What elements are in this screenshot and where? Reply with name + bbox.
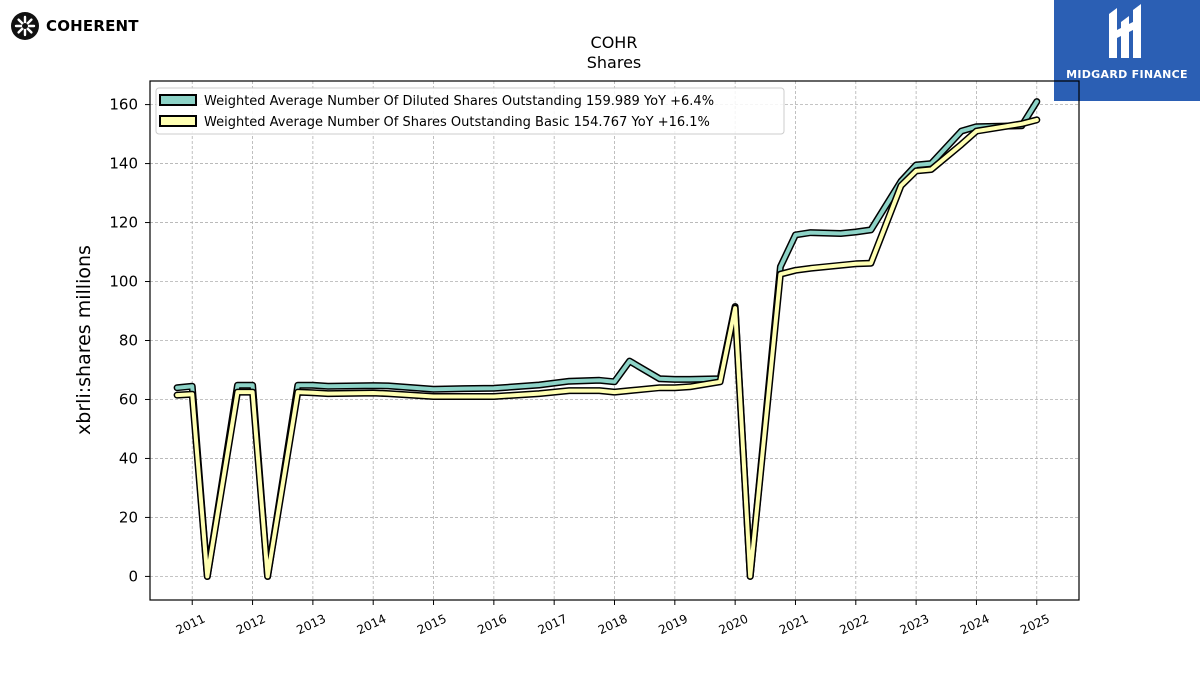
x-tick-label: 2017	[536, 612, 570, 638]
series-2-outline	[173, 116, 1041, 580]
legend-box	[155, 87, 785, 135]
x-tick-label: 2015	[415, 612, 449, 638]
x-tick-label: 2021	[777, 612, 811, 638]
grid-lines	[150, 81, 1079, 600]
y-tick-label: 20	[119, 508, 138, 526]
y-axis-label: xbrli:shares millions	[73, 245, 95, 435]
legend: Weighted Average Number Of Diluted Share…	[155, 87, 785, 135]
x-tick-label: 2016	[475, 612, 509, 638]
x-tick-label: 2014	[355, 612, 389, 638]
x-tick-label: 2024	[958, 612, 992, 638]
x-tick-label: 2018	[596, 612, 630, 638]
legend-label-2: Weighted Average Number Of Shares Outsta…	[204, 115, 710, 130]
y-tick-label: 140	[109, 155, 138, 173]
legend-swatch-2	[159, 115, 197, 127]
x-tick-label: 2020	[717, 612, 751, 638]
brand-name: COHERENT	[46, 17, 139, 35]
y-tick-label: 40	[119, 449, 138, 467]
y-tick-label: 120	[109, 214, 138, 232]
y-tick-label: 80	[119, 332, 138, 350]
brand-logo: COHERENT	[10, 10, 139, 42]
x-tick-label: 2025	[1018, 612, 1052, 638]
midgard-logo-icon	[1109, 4, 1141, 58]
y-tick-label: 100	[109, 273, 138, 291]
y-tick-label: 60	[119, 390, 138, 408]
chart-title: COHR	[591, 33, 638, 52]
y-tick-label: 160	[109, 96, 138, 114]
chart-subtitle: Shares	[587, 53, 642, 72]
midgard-badge: MIDGARD FINANCE	[1054, 0, 1200, 101]
y-tick-label: 0	[128, 567, 138, 585]
x-tick-label: 2022	[837, 612, 871, 638]
coherent-logo-icon	[11, 12, 39, 40]
series-2-line	[175, 117, 1039, 579]
legend-label-1: Weighted Average Number Of Diluted Share…	[204, 94, 714, 109]
badge-text: MIDGARD FINANCE	[1066, 68, 1188, 81]
x-tick-label: 2011	[174, 612, 208, 638]
series-1-line	[175, 99, 1039, 579]
x-tick-label: 2023	[898, 612, 932, 638]
x-tick-label: 2013	[294, 612, 328, 638]
x-tick-label: 2019	[656, 612, 690, 638]
series-lines	[173, 98, 1041, 580]
legend-swatch-1	[159, 94, 197, 106]
x-tick-label: 2012	[234, 612, 268, 638]
